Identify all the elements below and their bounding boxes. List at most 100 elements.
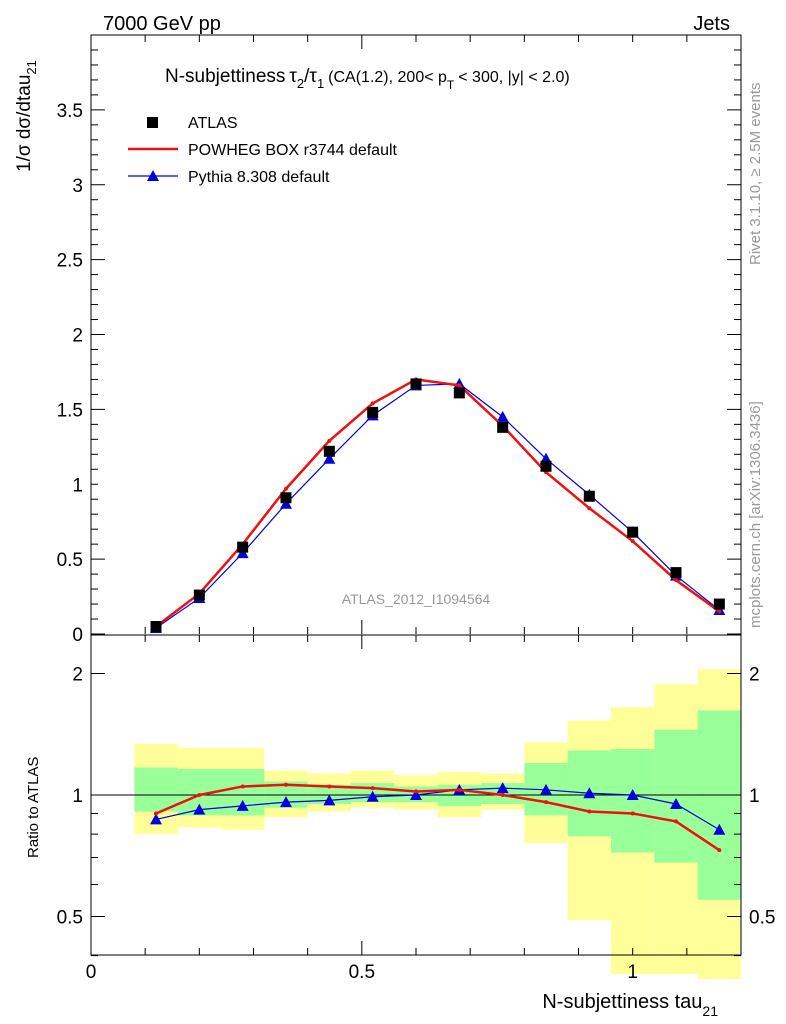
powheg-point [674, 578, 678, 583]
ylabel-sub: 21 [24, 60, 39, 74]
pythia-ratio-point [496, 782, 509, 794]
powheg-line [155, 378, 721, 628]
legend: ATLAS POWHEG BOX r3744 default Pythia 8.… [128, 115, 398, 186]
legend-atlas-marker [147, 117, 158, 128]
ratio-y-tick-label: 1 [72, 786, 83, 807]
powheg-point [370, 401, 375, 406]
pythia-ratio-point [280, 796, 292, 808]
legend-atlas-label: ATLAS [188, 115, 238, 132]
powheg-ratio-point [630, 811, 635, 816]
ratio-y-tick-label-right: 1 [749, 786, 760, 807]
pythia-ratio-point [540, 783, 552, 795]
main-plot-y-tick-labels: 0 0.5 1 1.5 2 2.5 3 3.5 [57, 101, 83, 646]
atlas-point [453, 387, 465, 399]
powheg-point [457, 383, 462, 388]
powheg-ratio-point [674, 819, 678, 824]
pythia-ratio-point [626, 789, 639, 800]
powheg-point [717, 609, 722, 614]
ratio-y-tick-label: 2 [72, 665, 83, 686]
title-main: N-subjettiness [165, 66, 285, 87]
atlas-point [627, 526, 639, 538]
ratio-plot-panel: 0.5 0.5 1 1 2 2 0 0.5 1 Ratio to ATLAS N-subjet… [25, 634, 775, 1019]
legend-powheg-label: POWHEG BOX r3744 default [188, 142, 398, 159]
pythia-ratio-point [410, 789, 422, 800]
y-tick-label: 2.5 [57, 251, 83, 272]
ratio-series [150, 782, 726, 853]
mcplots-label: mcplots.cern.ch [arXiv:1306.3436] [747, 401, 764, 628]
main-plot-series [150, 377, 726, 634]
ratio-y-tick-label-right: 0.5 [749, 908, 775, 929]
ratio-x-tick-labels: 0 0.5 1 [86, 962, 638, 983]
title-cut-2: < 300, |y| < 2.0) [458, 69, 570, 86]
title-tau1: τ [309, 66, 317, 87]
pythia-ratio-point [583, 787, 596, 799]
ratio-plot-frame [90, 634, 742, 956]
header-right: Jets [693, 13, 730, 35]
atlas-point [713, 598, 725, 610]
powheg-ratio-point [414, 789, 418, 794]
main-plot-panel: 0 0.5 1 1.5 2 2.5 3 3.5 ATLAS_2012_I1094564 N-s… [14, 34, 742, 646]
ratio-xlabel: N-subjettiness tau21 [542, 991, 718, 1019]
title-tau1-sub: 1 [317, 76, 324, 91]
y-tick-label: 3 [72, 176, 83, 197]
y-tick-label: 2 [72, 326, 83, 347]
powheg-ratio-point [717, 848, 722, 853]
y-tick-label: 1 [72, 475, 83, 496]
xlabel-main: N-subjettiness tau [542, 991, 702, 1013]
watermark: ATLAS_2012_I1094564 [342, 591, 491, 607]
pythia-point [323, 452, 336, 464]
ratio-ticks [90, 635, 742, 957]
green-band [697, 710, 741, 900]
powheg-point [284, 486, 288, 491]
powheg-ratio-point [240, 784, 245, 789]
y-tick-label: 3.5 [57, 101, 83, 122]
atlas-point [323, 445, 335, 457]
pythia-ratio-point [366, 790, 379, 802]
green-band [654, 729, 698, 863]
y-tick-label: 0 [72, 625, 83, 646]
pythia-ratio-line [155, 787, 720, 831]
title-cut-sub: T [447, 78, 455, 92]
atlas-point [583, 490, 595, 502]
atlas-point [280, 492, 292, 504]
powheg-ratio-point [370, 786, 375, 791]
powheg-point [327, 438, 332, 443]
atlas-point [540, 460, 552, 472]
y-tick-label: 0.5 [57, 550, 83, 571]
ratio-ylabel: Ratio to ATLAS [25, 757, 42, 858]
powheg-ratio-point [154, 811, 158, 816]
atlas-point [367, 406, 379, 418]
y-tick-label: 1.5 [57, 400, 83, 421]
powheg-point [587, 506, 592, 511]
pythia-line [155, 383, 720, 629]
ylabel-main: 1/σ dσ/dtau [14, 75, 35, 172]
atlas-point [670, 567, 682, 579]
green-band [611, 749, 655, 853]
powheg-ratio-line [155, 783, 721, 852]
main-plot-ticks [90, 35, 742, 635]
pythia-ratio-point [670, 797, 682, 809]
ratio-x-tick-label: 0.5 [349, 962, 375, 983]
ratio-y-tick-label: 0.5 [57, 908, 83, 929]
atlas-point [150, 621, 162, 633]
title-slash: / [304, 66, 310, 87]
title-tau2: τ [289, 66, 297, 87]
powheg-ratio-point [284, 782, 288, 787]
legend-pythia-marker [147, 170, 159, 181]
green-band [134, 767, 178, 812]
pythia-ratio-point [150, 813, 162, 825]
pythia-ratio-point [236, 799, 249, 811]
pythia-point [496, 410, 509, 422]
pythia-ratio-point [713, 823, 726, 835]
title-tau2-sub: 2 [297, 76, 304, 91]
rivet-label: Rivet 3.1.10, ≥ 2.5M events [747, 83, 764, 266]
powheg-ratio-point [500, 793, 505, 797]
title-cut-1: (CA(1.2), 200< p [328, 69, 447, 86]
atlas-point [497, 421, 509, 433]
atlas-point [237, 541, 249, 553]
ratio-uncertainty-bands [134, 669, 741, 980]
pythia-ratio-point [323, 794, 336, 806]
powheg-ratio-point [544, 800, 548, 805]
ratio-y-tick-label-right: 2 [749, 665, 760, 686]
